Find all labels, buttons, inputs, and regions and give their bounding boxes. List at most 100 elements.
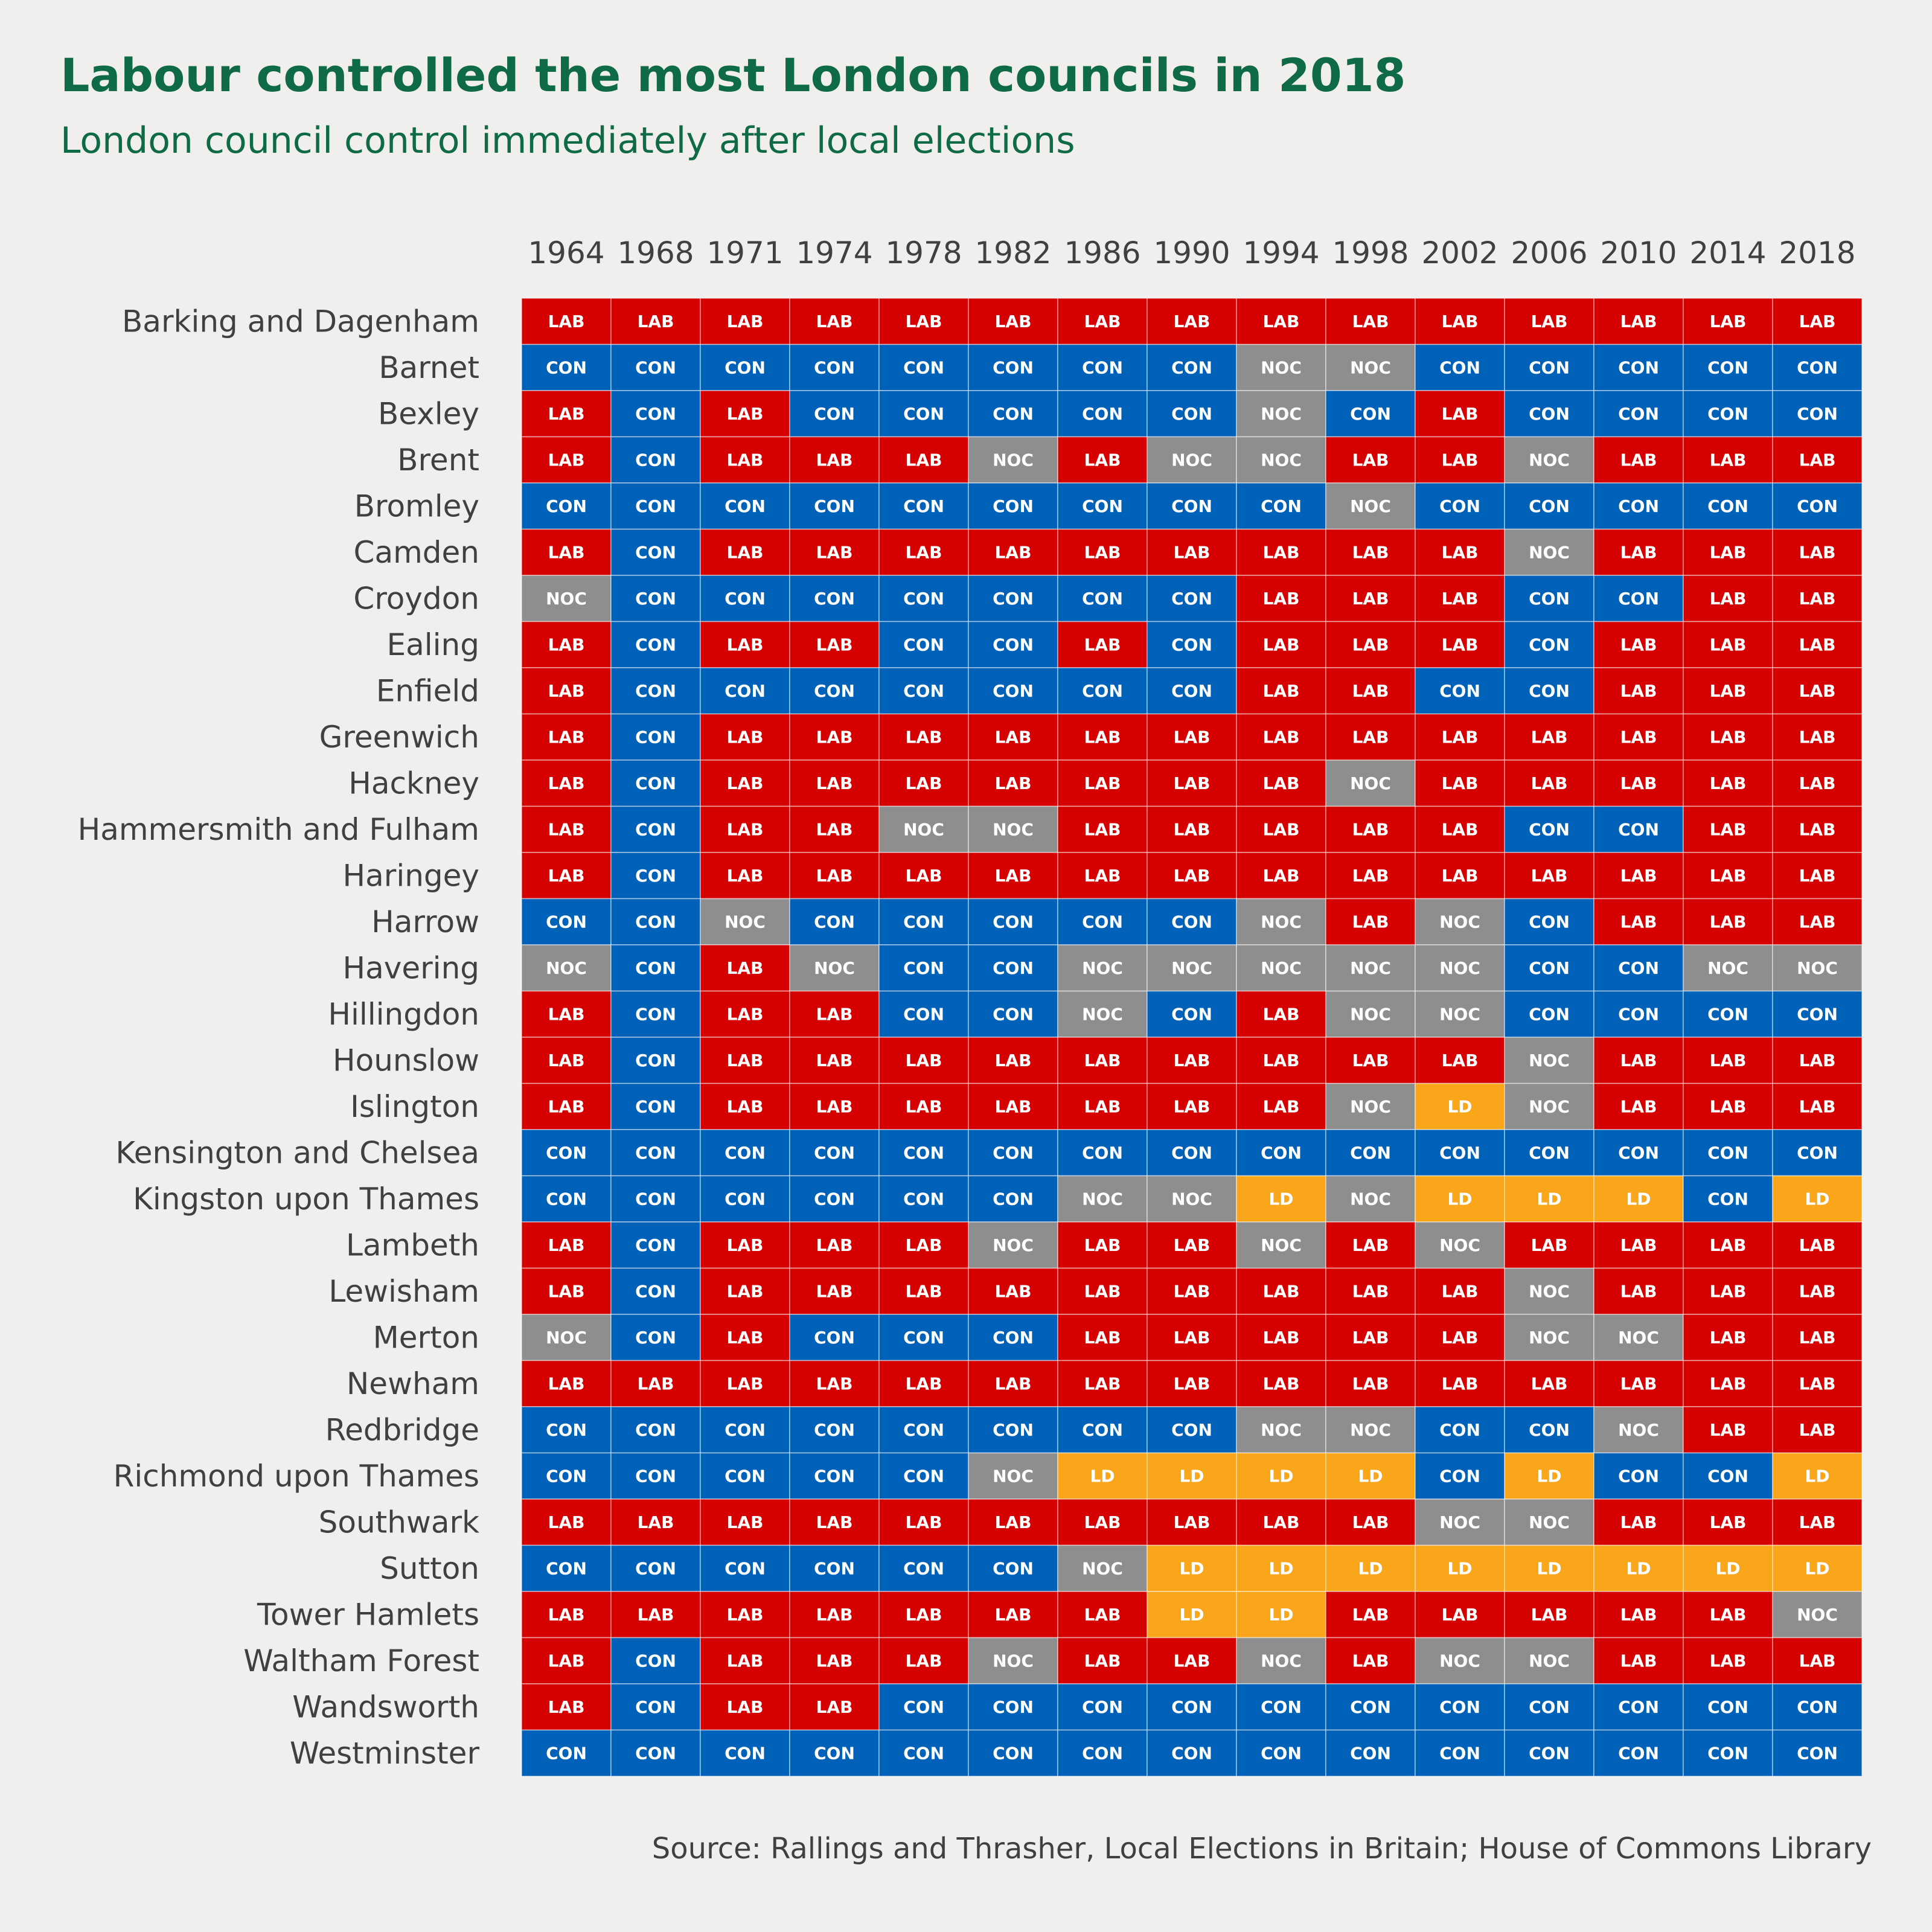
cell-fill xyxy=(968,390,1058,438)
row-label-croydon: Croydon xyxy=(353,581,479,616)
cell-enfield-2010: LAB xyxy=(1593,667,1684,715)
cell-label: LD xyxy=(1715,1558,1740,1578)
cell-label: LAB xyxy=(1263,1512,1300,1532)
cell-islington-1982: LAB xyxy=(968,1083,1058,1130)
cell-hillingdon-1982: CON xyxy=(968,990,1058,1038)
cell-fill xyxy=(1593,621,1684,668)
cell-label: CON xyxy=(546,1466,587,1486)
cell-label: CON xyxy=(1082,1743,1123,1763)
cell-fill xyxy=(1683,713,1773,761)
cell-hounslow-2014: LAB xyxy=(1683,1037,1773,1084)
cell-fill xyxy=(1683,1083,1773,1130)
cell-westminster-1998: CON xyxy=(1325,1729,1416,1777)
cell-label: CON xyxy=(903,635,944,654)
cell-fill xyxy=(1415,482,1505,530)
cell-label: LAB xyxy=(995,727,1032,747)
cell-fill xyxy=(968,667,1058,715)
cell-fill xyxy=(1683,1729,1773,1777)
cell-label: CON xyxy=(1082,681,1123,701)
cell-haringey-2006: LAB xyxy=(1504,852,1595,900)
cell-fill xyxy=(1147,1406,1237,1454)
cell-havering-1968: CON xyxy=(610,944,701,992)
cell-label: CON xyxy=(1797,1697,1838,1717)
cell-fill xyxy=(968,805,1058,853)
row-label-westminster: Westminster xyxy=(290,1736,480,1771)
cell-newham-1994: LAB xyxy=(1236,1360,1326,1407)
cell-fill xyxy=(1325,1637,1416,1684)
cell-havering-1978: CON xyxy=(878,944,969,992)
cell-label: LAB xyxy=(816,773,853,793)
row-label-tower-hamlets: Tower Hamlets xyxy=(257,1597,479,1632)
cell-fill xyxy=(1236,1591,1326,1639)
cell-kingston-upon-thames-1964: CON xyxy=(521,1175,612,1223)
cell-label: CON xyxy=(1618,1004,1659,1024)
cell-fill xyxy=(1415,1360,1505,1407)
cell-lewisham-1968: CON xyxy=(610,1267,701,1315)
cell-label: CON xyxy=(635,1281,676,1301)
cell-hackney-2006: LAB xyxy=(1504,760,1595,807)
cell-label: LAB xyxy=(548,819,585,839)
cell-fill xyxy=(1415,1175,1505,1223)
cell-label: CON xyxy=(1350,1697,1391,1717)
cell-label: LAB xyxy=(638,1512,674,1532)
cell-label: LAB xyxy=(1084,1651,1121,1671)
cell-lewisham-1974: LAB xyxy=(789,1267,880,1315)
cell-fill xyxy=(1683,1499,1773,1546)
cell-hackney-2010: LAB xyxy=(1593,760,1684,807)
cell-barnet-2014: CON xyxy=(1683,344,1773,391)
cell-label: CON xyxy=(1261,496,1302,516)
cell-label: LAB xyxy=(995,1051,1032,1070)
cell-label: CON xyxy=(635,727,676,747)
cell-hillingdon-2010: CON xyxy=(1593,990,1684,1038)
cell-fill xyxy=(1325,621,1416,668)
cell-greenwich-1974: LAB xyxy=(789,713,880,761)
cell-label: LAB xyxy=(1531,1374,1568,1393)
cell-fill xyxy=(700,390,790,438)
cell-label: LAB xyxy=(548,635,585,654)
cell-islington-1998: NOC xyxy=(1325,1083,1416,1130)
cell-harrow-2010: LAB xyxy=(1593,898,1684,945)
cell-fill xyxy=(1325,805,1416,853)
cell-label: LAB xyxy=(1263,1281,1300,1301)
cell-label: NOC xyxy=(1439,1004,1480,1024)
cell-label: LAB xyxy=(1263,1004,1300,1024)
cell-label: LAB xyxy=(1084,773,1121,793)
cell-croydon-2010: CON xyxy=(1593,575,1684,622)
cell-southwark-1986: LAB xyxy=(1057,1499,1148,1546)
row-label-redbridge: Redbridge xyxy=(325,1412,479,1447)
cell-label: CON xyxy=(1797,496,1838,516)
cell-label: CON xyxy=(1797,404,1838,424)
cell-fill xyxy=(789,390,880,438)
cell-label: CON xyxy=(814,681,855,701)
cell-label: LAB xyxy=(548,450,585,470)
cell-label: LAB xyxy=(816,1512,853,1532)
cell-merton-2014: LAB xyxy=(1683,1314,1773,1361)
cell-hillingdon-1978: CON xyxy=(878,990,969,1038)
cell-fill xyxy=(700,990,790,1038)
cell-ealing-1974: LAB xyxy=(789,621,880,668)
cell-fill xyxy=(1683,482,1773,530)
cell-bexley-2014: CON xyxy=(1683,390,1773,438)
cell-hammersmith-and-fulham-1990: LAB xyxy=(1147,805,1237,853)
cell-label: LAB xyxy=(1352,1235,1389,1255)
cell-fill xyxy=(1593,1360,1684,1407)
cell-lewisham-1964: LAB xyxy=(521,1267,612,1315)
cell-label: LAB xyxy=(1263,727,1300,747)
cell-haringey-1964: LAB xyxy=(521,852,612,900)
cell-islington-2002: LD xyxy=(1415,1083,1505,1130)
cell-brent-1986: LAB xyxy=(1057,436,1148,484)
cell-fill xyxy=(1683,1175,1773,1223)
cell-fill xyxy=(789,1637,880,1684)
cell-wandsworth-1986: CON xyxy=(1057,1683,1148,1731)
cell-fill xyxy=(610,1406,701,1454)
cell-label: LAB xyxy=(548,312,585,331)
cell-label: LAB xyxy=(1620,1281,1657,1301)
cell-label: NOC xyxy=(1350,357,1391,377)
cell-label: LAB xyxy=(1620,312,1657,331)
cell-label: LAB xyxy=(1174,1512,1211,1532)
cell-fill xyxy=(1772,621,1863,668)
cell-hounslow-1998: LAB xyxy=(1325,1037,1416,1084)
cell-label: NOC xyxy=(1261,450,1302,470)
cell-fill xyxy=(610,1175,701,1223)
cell-fill xyxy=(1236,575,1326,622)
